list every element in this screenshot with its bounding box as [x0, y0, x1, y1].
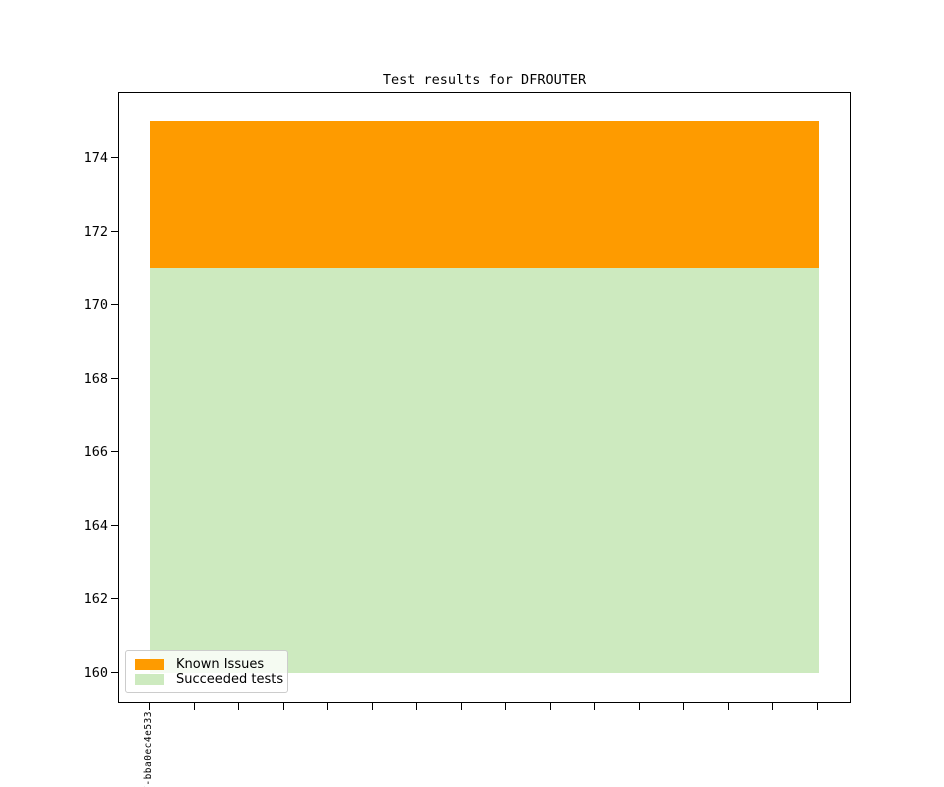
x-tick [639, 703, 641, 710]
y-tick-label: 174 [83, 150, 108, 166]
y-tick [111, 231, 118, 233]
x-tick [372, 703, 374, 710]
legend-item-known-issues: Known Issues [135, 657, 278, 672]
x-tick [550, 703, 552, 710]
x-tick [194, 703, 196, 710]
x-tick [461, 703, 463, 710]
y-tick [111, 598, 118, 600]
y-tick [111, 157, 118, 159]
x-tick [327, 703, 329, 710]
x-tick-label: 7-bba0ec4e533 [143, 711, 154, 787]
x-tick [416, 703, 418, 710]
y-tick [111, 378, 118, 380]
bar-known-issues [150, 121, 819, 268]
chart-title: Test results for DFROUTER [382, 72, 587, 88]
legend-item-succeeded-tests: Succeeded tests [135, 672, 283, 687]
x-tick [683, 703, 685, 710]
y-tick-label: 166 [83, 444, 108, 460]
plot-area [118, 92, 851, 703]
legend-label: Succeeded tests [176, 672, 284, 687]
legend-swatch-succeeded-tests [135, 674, 164, 685]
bar-succeeded-tests [150, 268, 819, 673]
y-tick-label: 164 [83, 518, 108, 534]
x-tick [149, 703, 151, 710]
y-tick-label: 168 [83, 371, 108, 387]
legend: Known Issues Succeeded tests [125, 650, 288, 693]
x-tick [238, 703, 240, 710]
y-tick-label: 170 [83, 297, 108, 313]
legend-label: Known Issues [176, 657, 265, 672]
x-tick [728, 703, 730, 710]
y-tick-label: 162 [83, 591, 108, 607]
x-tick [283, 703, 285, 710]
x-tick [772, 703, 774, 710]
y-tick-label: 172 [83, 224, 108, 240]
y-tick [111, 672, 118, 674]
legend-swatch-known-issues [135, 659, 164, 670]
x-tick [817, 703, 819, 710]
x-tick [594, 703, 596, 710]
y-tick [111, 525, 118, 527]
x-tick [505, 703, 507, 710]
y-tick [111, 451, 118, 453]
y-tick [111, 304, 118, 306]
y-tick-label: 160 [83, 665, 108, 681]
